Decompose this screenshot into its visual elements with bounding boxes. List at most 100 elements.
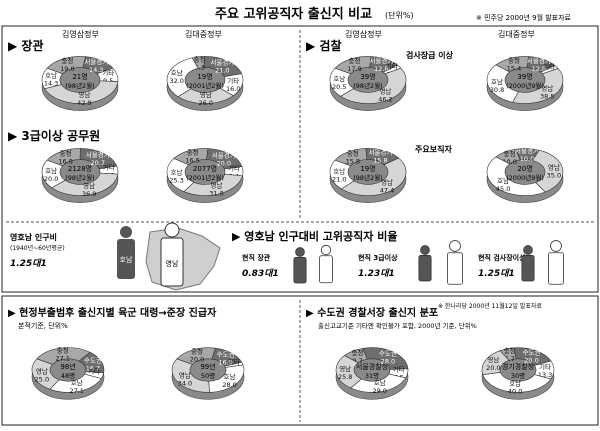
donut-slice-호남 [486, 156, 546, 196]
slice-value-label: 34.0 [178, 380, 192, 388]
slice-category-label: 충청 [348, 56, 360, 65]
slice-value-label: 35.0 [547, 171, 561, 179]
pop-ratio-value: 1.25대1 [10, 258, 47, 269]
svg-text:영남: 영남 [166, 259, 179, 268]
slice-value-label: 25.3 [169, 176, 183, 184]
slice-value-label: 16.7 [86, 365, 100, 373]
slice-category-label: 영남 [210, 181, 222, 190]
slice-category-label: 영남 [36, 366, 48, 375]
slice-value-label: 25.0 [35, 375, 49, 383]
slice-category-label: 호남 [224, 372, 236, 381]
slice-value-label: 45.0 [496, 185, 510, 193]
slice-value-label: 27.1 [69, 387, 83, 395]
pop-ratio-label: 영호남 인구비 [10, 232, 57, 242]
slice-value-label: 20.0 [217, 159, 231, 167]
donut-slice-호남 [166, 57, 199, 97]
donut-center-label: 경기경찰청 [502, 362, 534, 371]
donut-charts: 충청19.0서울경기14.3기타9.5영남42.9호남14.321명(98년2월… [31, 54, 564, 400]
slice-value-label: 20.7 [91, 159, 105, 167]
slice-value-label: 29.0 [372, 387, 386, 395]
slice-value-label: 20.0 [44, 175, 58, 183]
donut-center-sublabel: (98년2월) [65, 81, 94, 90]
slice-value-label: 16.0 [226, 85, 240, 93]
slice-category-label: 기타 [228, 163, 240, 172]
slice-category-label: 영남 [381, 178, 393, 187]
slice-category-label: 서울경기 [84, 57, 108, 66]
donut-chart-1: 충청19.0서울경기14.3기타9.5영남42.9호남14.321명(98년2월… [41, 56, 119, 111]
donut-center-sublabel: 31명 [365, 371, 379, 380]
section-title-population: ▶ 영호남 인구대비 고위공직자 비율 [232, 229, 397, 243]
slice-category-label: 수도권 [379, 349, 397, 357]
slice-category-label: 영남 [339, 364, 351, 373]
slice-value-label: 25.8 [338, 373, 352, 381]
section-title-army: ▶ 현정부출범후 출신지별 육군 대령→준장 진급자 [8, 306, 217, 319]
donut-center-label: 19명 [197, 72, 212, 81]
label-kdj-prosecution: 김대중정부 [498, 29, 535, 39]
top-frame [1, 25, 599, 293]
slice-category-label: 영남 [487, 355, 499, 364]
minister-honam-figure [293, 247, 307, 284]
slice-category-label: 기타 [386, 62, 398, 71]
donut-center-label: 39명 [360, 72, 375, 81]
slice-value-label: 47.4 [380, 187, 394, 195]
donut-center-label: 서울경찰청 [356, 362, 388, 371]
donut-center-label: 2077명 [193, 164, 217, 173]
source-note: ※ 민주당 2000년 9월 발표자료 [476, 13, 572, 22]
slice-value-label: 28.0 [381, 357, 395, 365]
slice-category-label: 기타 [543, 62, 555, 71]
slice-category-label: 호남 [333, 74, 345, 83]
donut-slice-영남 [512, 68, 564, 104]
slice-category-label: 충청 [508, 55, 520, 64]
slice-value-label: 32.0 [169, 77, 183, 85]
slice-category-label: 호남 [171, 68, 183, 77]
label-geomsa: 검사장급 이상 [406, 50, 454, 60]
slice-category-label: 호남 [171, 167, 183, 176]
pop-ratio-note: (1940년~60년평균) [10, 244, 65, 252]
slice-category-label: 영남 [83, 181, 95, 190]
slice-value-label: 30.8 [490, 86, 504, 94]
army-source: ※ 한나라당 2000년 11월12일 발표자료 [438, 302, 542, 310]
slice-value-label: 9.7 [352, 357, 362, 365]
current-minister-label: 현직 장관 [242, 253, 271, 262]
label-kdj-minister: 김대중정부 [185, 29, 222, 39]
slice-category-label: 충청 [60, 148, 72, 157]
slice-category-label: 서울경기 [212, 150, 236, 159]
donut-slice-영남 [481, 350, 510, 375]
slice-value-label: 15.8 [373, 157, 387, 165]
donut-center-sublabel: 48명 [61, 371, 75, 380]
yeongnam-person: 영남 [160, 222, 184, 287]
donut-center-label: 21명 [72, 72, 87, 81]
geomsa-yeongnam-figure [548, 240, 564, 285]
current-minister-ratio: 0.83대1 [242, 268, 279, 279]
donut-chart-6: 충청16.5서울경기20.0기타6.4영남31.8호남25.32077명(200… [166, 148, 244, 203]
donut-center-sublabel: (98년2월) [353, 81, 382, 90]
label-kys-minister: 김영삼정부 [62, 29, 99, 39]
slice-category-label: 호남 [45, 71, 57, 80]
slice-category-label: 기타 [102, 68, 114, 77]
donut-chart-4: 충청15.4서울경기12.8기타2.5영남38.5호남30.839명(2000년… [486, 55, 564, 111]
donut-slice-영남 [340, 157, 407, 196]
grade3-honam-figure [418, 245, 432, 282]
slice-value-label: 10.0 [502, 158, 516, 166]
population-figures [293, 240, 564, 285]
slice-category-label: 호남 [374, 378, 386, 387]
slice-value-label: 36.9 [82, 190, 96, 198]
bottom-frame [1, 295, 599, 426]
slice-category-label: 영남 [179, 371, 191, 380]
slice-value-label: 40.0 [508, 388, 522, 396]
slice-value-label: 16.5 [185, 157, 199, 165]
minister-yeongnam-figure [319, 244, 333, 284]
slice-category-label: 서울경기 [368, 148, 392, 157]
slice-value-label: 14.3 [44, 80, 58, 88]
slice-value-label: 20.0 [486, 364, 500, 372]
donut-center-sublabel: (2001년2월) [186, 173, 224, 182]
label-kys-prosecution: 김영삼정부 [345, 29, 382, 39]
donut-slice-호남 [41, 67, 64, 89]
current-geomsa-label: 현직 검사장이상 [478, 253, 526, 262]
